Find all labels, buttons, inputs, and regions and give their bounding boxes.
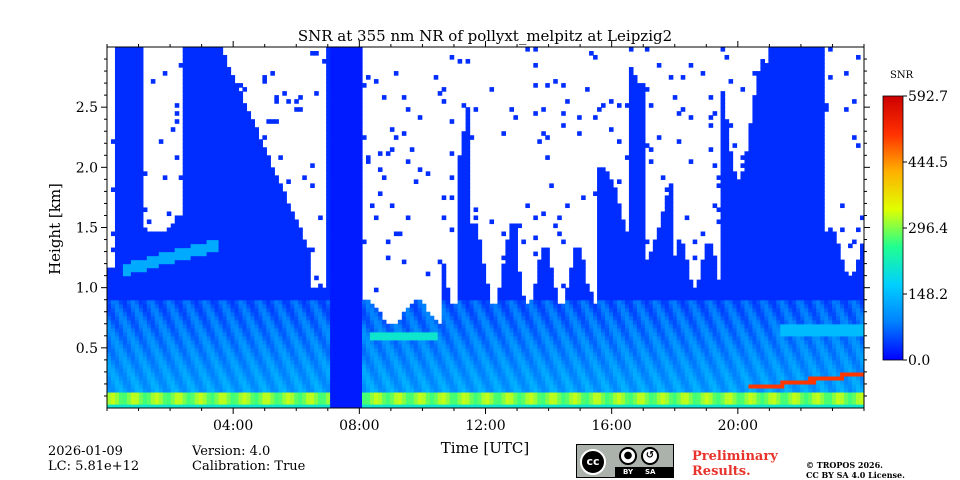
date-text: 2026-01-09 <box>48 444 123 459</box>
chart-title: SNR at 355 nm NR of pollyxt_melpitz at L… <box>298 27 672 45</box>
attribution-icon: ● <box>619 447 637 465</box>
y-tick-label: 2.0 <box>76 160 98 176</box>
share-alike-icon: ↺ <box>641 447 659 465</box>
y-axis: 0.5 1.0 1.5 2.0 2.5 <box>76 58 870 397</box>
x-tick-label: 12:00 <box>465 418 505 434</box>
colorbar-label: SNR <box>890 70 914 81</box>
x-tick-label: 16:00 <box>591 418 631 434</box>
preliminary-line2: Results. <box>692 464 751 479</box>
y-tick-label: 1.0 <box>76 281 98 297</box>
preliminary-results-text: Preliminary Results. <box>692 449 778 479</box>
lidar-constant-text: LC: 5.81e+12 <box>48 459 140 474</box>
x-tick-label: 08:00 <box>339 418 379 434</box>
version-text: Version: 4.0 <box>192 444 271 459</box>
sa-label: SA <box>645 468 656 476</box>
y-tick-label: 2.5 <box>76 100 98 116</box>
colorbar-tick-label: 296.4 <box>908 221 948 237</box>
colorbar-tick-label: 592.7 <box>908 89 948 105</box>
cc-logo-icon: cc <box>580 449 606 475</box>
x-tick-label: 20:00 <box>718 418 758 434</box>
colorbar-tick-label: 148.2 <box>908 287 948 303</box>
y-tick-label: 1.5 <box>76 221 98 237</box>
x-tick-label: 04:00 <box>213 418 253 434</box>
copyright-line2: CC BY SA 4.0 License. <box>806 470 905 480</box>
preliminary-line1: Preliminary <box>692 449 778 464</box>
y-axis-label: Height [km] <box>46 183 64 275</box>
by-label: BY <box>623 468 634 476</box>
x-axis: 04:00 08:00 12:00 16:00 20:00 <box>106 41 865 434</box>
copyright-line1: © TROPOS 2026. <box>806 460 883 470</box>
colorbar <box>882 95 904 361</box>
y-tick-label: 0.5 <box>76 341 98 357</box>
copyright-text: © TROPOS 2026. CC BY SA 4.0 License. <box>806 460 905 480</box>
calibration-text: Calibration: True <box>192 459 306 474</box>
colorbar-ticks: 0.0 148.2 296.4 444.5 592.7 <box>903 89 948 369</box>
heatmap <box>107 47 864 408</box>
colorbar-tick-label: 0.0 <box>908 353 930 369</box>
cc-license-badge: cc ● ↺ BY SA <box>576 444 674 478</box>
x-axis-label: Time [UTC] <box>441 439 530 457</box>
colorbar-tick-label: 444.5 <box>908 155 948 171</box>
